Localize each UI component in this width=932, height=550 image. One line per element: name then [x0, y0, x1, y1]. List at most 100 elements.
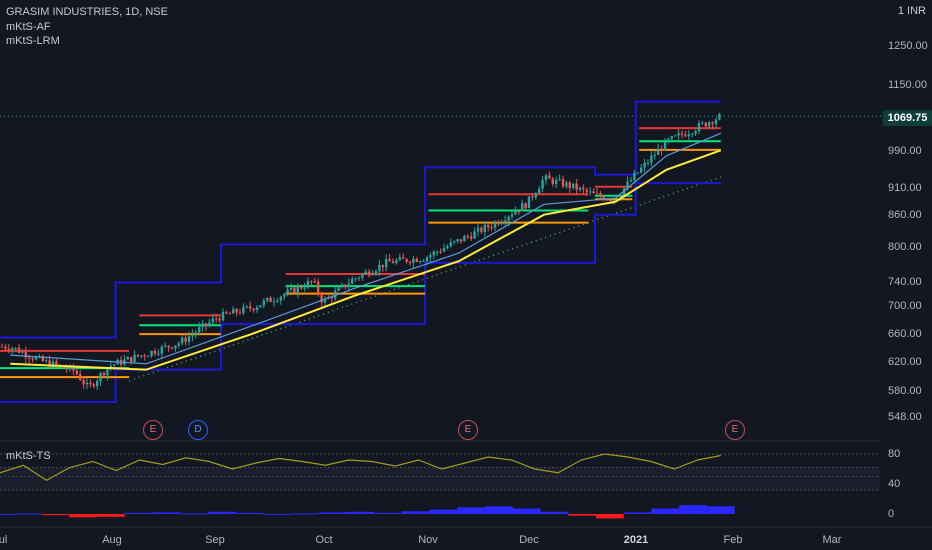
- candle-body: [337, 287, 340, 291]
- candle-body: [436, 251, 439, 253]
- histogram-bar: [651, 508, 680, 514]
- candle-body: [21, 351, 24, 353]
- candle-body: [0, 346, 4, 348]
- candle-body: [504, 220, 507, 223]
- candle-body: [232, 309, 235, 314]
- candle-body: [385, 258, 388, 268]
- indicator-af-label[interactable]: mKtS-AF: [6, 21, 51, 33]
- symbol-title[interactable]: GRASIM INDUSTRIES, 1D, NSE: [6, 6, 168, 18]
- candle-body: [371, 273, 374, 276]
- candle-body: [228, 313, 231, 315]
- earnings-event-marker[interactable]: E: [458, 420, 478, 440]
- candle-body: [429, 255, 432, 258]
- candle-body: [449, 242, 452, 247]
- candle-body: [595, 193, 599, 195]
- price-tick: 1150.00: [888, 79, 927, 91]
- candle-body: [592, 191, 595, 194]
- osc-tick: 80: [888, 448, 901, 460]
- price-tick: 1250.00: [888, 40, 928, 52]
- ma-slow-line: [10, 149, 722, 371]
- candle-body: [629, 180, 633, 182]
- candle-body: [677, 133, 680, 136]
- dividend-event-marker[interactable]: D: [188, 420, 208, 440]
- candle-body: [398, 257, 401, 261]
- candle-body: [164, 345, 167, 347]
- candle-body: [527, 196, 531, 209]
- histogram-bar: [97, 514, 125, 517]
- candle-body: [303, 287, 306, 289]
- candle-body: [674, 135, 677, 137]
- candle-body: [565, 182, 568, 187]
- candle-body: [483, 224, 486, 232]
- time-tick: ul: [0, 534, 8, 546]
- candle-body: [670, 136, 673, 139]
- candle-body: [48, 360, 51, 367]
- candle-body: [289, 287, 293, 290]
- candle-body: [279, 296, 282, 301]
- candle-body: [667, 138, 670, 140]
- price-tick: 700.00: [888, 300, 922, 312]
- candle-body: [419, 261, 422, 263]
- candle-body: [323, 298, 327, 303]
- candle-body: [330, 297, 333, 299]
- candle-body: [266, 297, 269, 301]
- candle-body: [72, 365, 75, 371]
- candle-body: [296, 286, 299, 293]
- candle-body: [405, 258, 408, 262]
- candle-body: [575, 183, 578, 190]
- candle-body: [113, 364, 116, 366]
- candle-body: [75, 370, 78, 375]
- candle-body: [626, 181, 629, 189]
- oscillator-title[interactable]: mKtS-TS: [6, 450, 51, 462]
- candle-body: [633, 172, 636, 181]
- candle-body: [133, 354, 136, 362]
- osc-tick: 40: [888, 478, 901, 490]
- candle-body: [368, 271, 371, 276]
- candle-body: [347, 283, 350, 288]
- candle-body: [198, 327, 201, 333]
- candle-body: [636, 172, 639, 174]
- price-tick: 620.00: [888, 356, 922, 368]
- candle-body: [361, 273, 364, 278]
- candle-body: [453, 241, 456, 243]
- candle-body: [293, 287, 296, 293]
- candle-body: [446, 246, 449, 249]
- candle-body: [514, 211, 517, 215]
- histogram-bar: [152, 512, 181, 514]
- candle-body: [51, 361, 55, 367]
- price-tick: 990.00: [888, 145, 922, 157]
- candle-body: [585, 189, 588, 192]
- candle-body: [249, 306, 252, 309]
- candle-body: [181, 337, 184, 344]
- candle-body: [487, 224, 490, 228]
- histogram-bar: [485, 506, 513, 514]
- candle-body: [153, 350, 157, 354]
- candle-body: [344, 284, 347, 288]
- candle-body: [45, 360, 48, 362]
- candle-body: [589, 191, 592, 193]
- earnings-event-marker[interactable]: E: [143, 420, 163, 440]
- candle-body: [283, 294, 286, 297]
- candle-body: [140, 355, 143, 357]
- candle-body: [714, 119, 718, 125]
- candle-body: [623, 188, 626, 196]
- currency-code: INR: [907, 5, 926, 17]
- candle-body: [11, 348, 14, 351]
- candle-body: [208, 322, 211, 326]
- candle-body: [490, 227, 493, 229]
- candle-body: [510, 214, 514, 217]
- candle-body: [364, 271, 367, 274]
- indicator-lrm-label[interactable]: mKtS-LRM: [6, 35, 60, 47]
- candle-body: [340, 284, 344, 288]
- earnings-event-marker[interactable]: E: [725, 420, 745, 440]
- candle-body: [259, 305, 262, 308]
- candle-body: [55, 361, 58, 365]
- candle-body: [538, 188, 541, 194]
- candle-body: [493, 222, 497, 228]
- candle-body: [663, 139, 667, 151]
- candle-body: [160, 346, 163, 354]
- candle-body: [378, 264, 381, 272]
- candle-body: [388, 258, 391, 262]
- candle-body: [191, 334, 194, 337]
